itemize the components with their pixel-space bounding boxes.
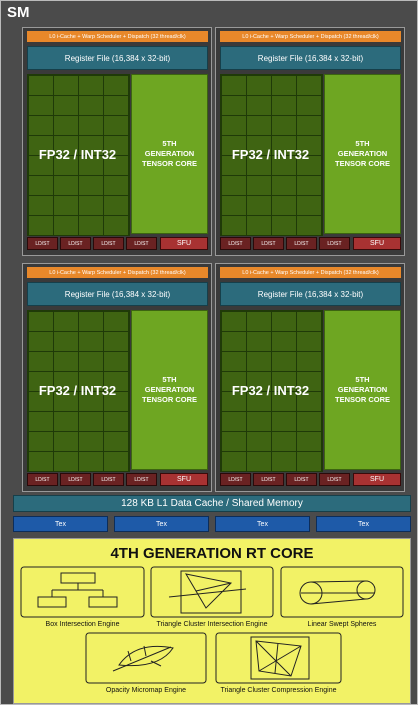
load-store-unit: LD/ST: [319, 473, 350, 486]
load-store-unit: LD/ST: [126, 237, 157, 250]
register-file: Register File (16,384 x 32-bit): [220, 46, 401, 70]
rt-core: [13, 538, 411, 704]
load-store-unit: LD/ST: [220, 473, 251, 486]
partition: L0 i-Cache + Warp Scheduler + Dispatch (…: [215, 263, 405, 492]
cores-label: FP32 / INT32: [38, 146, 117, 162]
rt-core-title: 4TH GENERATION RT CORE: [110, 544, 314, 562]
tensor-label: GENERATION: [337, 385, 388, 394]
tensor-label: 5TH: [355, 375, 370, 384]
engine-label: Box Intersection Engine: [45, 621, 120, 628]
engine-frame: [280, 566, 404, 618]
load-store-unit: LD/ST: [286, 473, 317, 486]
load-store-unit: LD/ST: [27, 237, 58, 250]
partition: L0 i-Cache + Warp Scheduler + Dispatch (…: [22, 263, 212, 492]
load-store-unit: LD/ST: [319, 237, 350, 250]
register-file: Register File (16,384 x 32-bit): [27, 46, 208, 70]
tex-unit: Tex: [114, 516, 209, 532]
tensor-label: TENSOR CORE: [334, 395, 390, 404]
register-file: Register File (16,384 x 32-bit): [27, 282, 208, 306]
tex-unit: Tex: [215, 516, 310, 532]
warp-scheduler: L0 i-Cache + Warp Scheduler + Dispatch (…: [27, 31, 208, 42]
swept-sphere-icon: [299, 580, 376, 605]
sfu: SFU: [353, 473, 401, 486]
sfu: SFU: [353, 237, 401, 250]
engine-frame: [215, 632, 342, 684]
warp-scheduler: L0 i-Cache + Warp Scheduler + Dispatch (…: [220, 267, 401, 278]
engine-label: Linear Swept Spheres: [307, 621, 377, 628]
engine-frame: [20, 566, 145, 618]
cores-label: FP32 / INT32: [231, 382, 310, 398]
sm-title: SM: [7, 4, 30, 21]
tensor-core: 5TH GENERATION TENSOR CORE: [324, 74, 401, 234]
load-store-unit: LD/ST: [93, 473, 124, 486]
l1-cache: 128 KB L1 Data Cache / Shared Memory: [13, 495, 411, 512]
fp32-int32-cores: FP32 / INT32: [27, 74, 130, 236]
engine-frame: [85, 632, 207, 684]
tensor-core: 5TH GENERATION TENSOR CORE: [324, 310, 401, 470]
tensor-label: TENSOR CORE: [141, 395, 197, 404]
partition: L0 i-Cache + Warp Scheduler + Dispatch (…: [215, 27, 405, 256]
engine-label: Triangle Cluster Compression Engine: [220, 687, 337, 694]
engine-frame: [150, 566, 274, 618]
sfu: SFU: [160, 473, 208, 486]
load-store-unit: LD/ST: [253, 237, 284, 250]
micromap-icon: [112, 645, 174, 672]
partition: L0 i-Cache + Warp Scheduler + Dispatch (…: [22, 27, 212, 256]
load-store-unit: LD/ST: [60, 473, 91, 486]
load-store-unit: LD/ST: [126, 473, 157, 486]
tensor-label: 5TH: [355, 139, 370, 148]
warp-scheduler: L0 i-Cache + Warp Scheduler + Dispatch (…: [220, 31, 401, 42]
tensor-core: 5TH GENERATION TENSOR CORE: [131, 74, 208, 234]
cores-label: FP32 / INT32: [231, 146, 310, 162]
tensor-label: TENSOR CORE: [334, 159, 390, 168]
warp-scheduler: L0 i-Cache + Warp Scheduler + Dispatch (…: [27, 267, 208, 278]
compression-icon: [250, 636, 310, 680]
tensor-label: 5TH: [162, 375, 177, 384]
tensor-label: GENERATION: [337, 149, 388, 158]
tensor-label: GENERATION: [144, 385, 195, 394]
sfu: SFU: [160, 237, 208, 250]
tex-unit: Tex: [316, 516, 411, 532]
box-icon: [37, 572, 118, 608]
tensor-label: TENSOR CORE: [141, 159, 197, 168]
fp32-int32-cores: FP32 / INT32: [220, 74, 323, 236]
load-store-unit: LD/ST: [220, 237, 251, 250]
tensor-label: 5TH: [162, 139, 177, 148]
triangle-cluster-icon: [168, 570, 247, 614]
tensor-core: 5TH GENERATION TENSOR CORE: [131, 310, 208, 470]
register-file: Register File (16,384 x 32-bit): [220, 282, 401, 306]
load-store-unit: LD/ST: [253, 473, 284, 486]
engine-label: Opacity Micromap Engine: [105, 687, 187, 694]
load-store-unit: LD/ST: [60, 237, 91, 250]
fp32-int32-cores: FP32 / INT32: [27, 310, 130, 472]
load-store-unit: LD/ST: [93, 237, 124, 250]
load-store-unit: LD/ST: [27, 473, 58, 486]
tensor-label: GENERATION: [144, 149, 195, 158]
fp32-int32-cores: FP32 / INT32: [220, 310, 323, 472]
load-store-unit: LD/ST: [286, 237, 317, 250]
tex-unit: Tex: [13, 516, 108, 532]
engine-label: Triangle Cluster Intersection Engine: [156, 621, 268, 628]
cores-label: FP32 / INT32: [38, 382, 117, 398]
